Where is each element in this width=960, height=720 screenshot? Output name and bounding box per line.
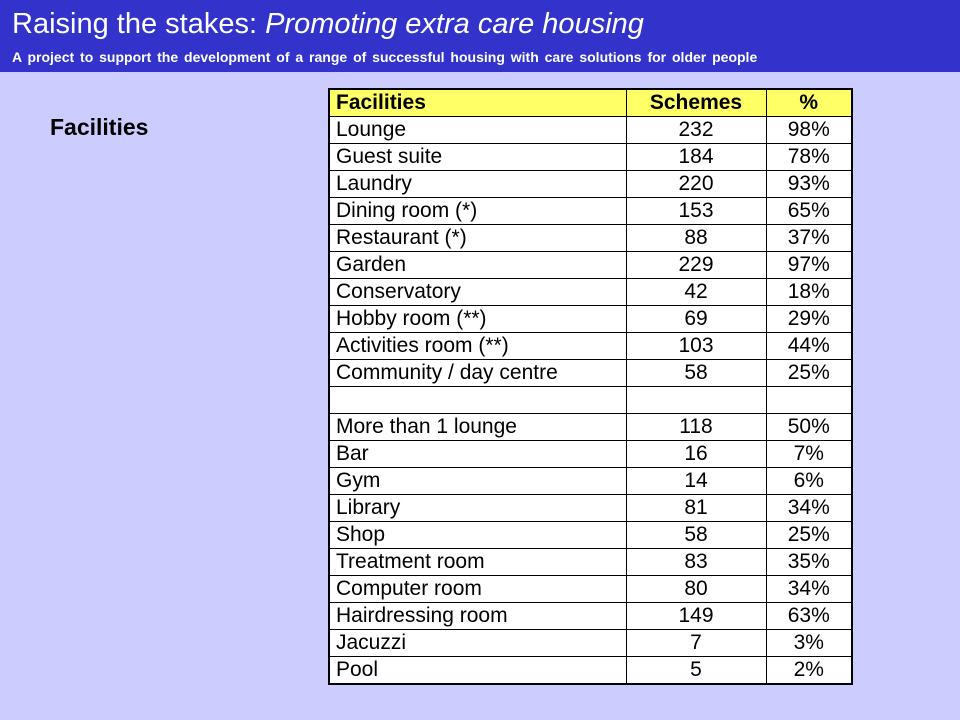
cell-schemes: 153	[625, 197, 767, 225]
cell-schemes: 14	[625, 467, 767, 495]
slide-title-italic: Promoting extra care housing	[265, 8, 644, 40]
table-row: Treatment room 83 35%	[328, 548, 853, 576]
cell-schemes: 184	[625, 143, 767, 171]
table-row	[328, 386, 853, 414]
cell-schemes: 16	[625, 440, 767, 468]
cell-schemes: 81	[625, 494, 767, 522]
cell-schemes	[625, 386, 767, 414]
cell-percent: 3%	[765, 629, 853, 657]
cell-schemes: 58	[625, 359, 767, 387]
cell-schemes: 149	[625, 602, 767, 630]
column-header-facilities: Facilities	[328, 88, 627, 117]
table-row: Pool 5 2%	[328, 656, 853, 685]
cell-facility: Bar	[328, 440, 627, 468]
cell-facility: Shop	[328, 521, 627, 549]
cell-facility: More than 1 lounge	[328, 413, 627, 441]
cell-percent: 25%	[765, 521, 853, 549]
table-row: Computer room 80 34%	[328, 575, 853, 603]
cell-facility: Dining room (*)	[328, 197, 627, 225]
cell-facility: Treatment room	[328, 548, 627, 576]
cell-percent: 93%	[765, 170, 853, 198]
cell-facility: Library	[328, 494, 627, 522]
table-row: Jacuzzi 7 3%	[328, 629, 853, 657]
slide-subtitle: A project to support the development of …	[12, 49, 758, 65]
cell-facility: Pool	[328, 656, 627, 685]
cell-facility: Garden	[328, 251, 627, 279]
facilities-table: Facilities Schemes % Lounge 232 98% Guest s…	[328, 88, 853, 685]
cell-percent: 63%	[765, 602, 853, 630]
cell-schemes: 88	[625, 224, 767, 252]
cell-facility: Guest suite	[328, 143, 627, 171]
cell-schemes: 7	[625, 629, 767, 657]
column-header-percent: %	[765, 88, 853, 117]
cell-percent: 34%	[765, 494, 853, 522]
cell-percent: 25%	[765, 359, 853, 387]
section-heading: Facilities	[50, 114, 149, 140]
cell-percent: 29%	[765, 305, 853, 333]
cell-schemes: 118	[625, 413, 767, 441]
cell-percent: 2%	[765, 656, 853, 685]
cell-facility: Computer room	[328, 575, 627, 603]
table-row: Bar 16 7%	[328, 440, 853, 468]
table-row: Conservatory 42 18%	[328, 278, 853, 306]
cell-schemes: 42	[625, 278, 767, 306]
cell-percent: 6%	[765, 467, 853, 495]
table-row: Restaurant (*) 88 37%	[328, 224, 853, 252]
cell-percent: 7%	[765, 440, 853, 468]
cell-facility: Lounge	[328, 116, 627, 144]
table-row: Laundry 220 93%	[328, 170, 853, 198]
cell-schemes: 229	[625, 251, 767, 279]
cell-facility: Hairdressing room	[328, 602, 627, 630]
table-row: Library 81 34%	[328, 494, 853, 522]
cell-percent: 37%	[765, 224, 853, 252]
slide-title-plain: Raising the stakes:	[12, 8, 266, 40]
cell-facility	[328, 386, 627, 414]
cell-schemes: 83	[625, 548, 767, 576]
cell-facility: Conservatory	[328, 278, 627, 306]
table-row: Hobby room (**) 69 29%	[328, 305, 853, 333]
cell-percent: 44%	[765, 332, 853, 360]
cell-schemes: 5	[625, 656, 767, 685]
cell-schemes: 103	[625, 332, 767, 360]
table-row: Shop 58 25%	[328, 521, 853, 549]
table-row: Activities room (**) 103 44%	[328, 332, 853, 360]
cell-percent: 97%	[765, 251, 853, 279]
cell-percent: 65%	[765, 197, 853, 225]
table-row: Community / day centre 58 25%	[328, 359, 853, 387]
cell-percent: 78%	[765, 143, 853, 171]
cell-percent: 34%	[765, 575, 853, 603]
table-body: Lounge 232 98% Guest suite 184 78% Laundry 220 9…	[328, 116, 853, 685]
cell-percent	[765, 386, 853, 414]
cell-percent: 98%	[765, 116, 853, 144]
cell-facility: Hobby room (**)	[328, 305, 627, 333]
cell-percent: 18%	[765, 278, 853, 306]
cell-facility: Gym	[328, 467, 627, 495]
cell-schemes: 232	[625, 116, 767, 144]
table-row: Hairdressing room 149 63%	[328, 602, 853, 630]
column-header-schemes: Schemes	[625, 88, 767, 117]
table-header-row: Facilities Schemes %	[328, 88, 853, 117]
table-row: Gym 14 6%	[328, 467, 853, 495]
cell-facility: Laundry	[328, 170, 627, 198]
table-row: Lounge 232 98%	[328, 116, 853, 144]
table-row: Dining room (*) 153 65%	[328, 197, 853, 225]
cell-percent: 35%	[765, 548, 853, 576]
table-row: More than 1 lounge 118 50%	[328, 413, 853, 441]
title-banner: Raising the stakes: Promoting extra care…	[0, 0, 960, 72]
cell-schemes: 69	[625, 305, 767, 333]
cell-percent: 50%	[765, 413, 853, 441]
cell-facility: Restaurant (*)	[328, 224, 627, 252]
slide-title: Raising the stakes: Promoting extra care…	[12, 6, 644, 42]
cell-facility: Jacuzzi	[328, 629, 627, 657]
table-row: Guest suite 184 78%	[328, 143, 853, 171]
cell-facility: Community / day centre	[328, 359, 627, 387]
cell-schemes: 58	[625, 521, 767, 549]
cell-facility: Activities room (**)	[328, 332, 627, 360]
table-row: Garden 229 97%	[328, 251, 853, 279]
cell-schemes: 220	[625, 170, 767, 198]
cell-schemes: 80	[625, 575, 767, 603]
